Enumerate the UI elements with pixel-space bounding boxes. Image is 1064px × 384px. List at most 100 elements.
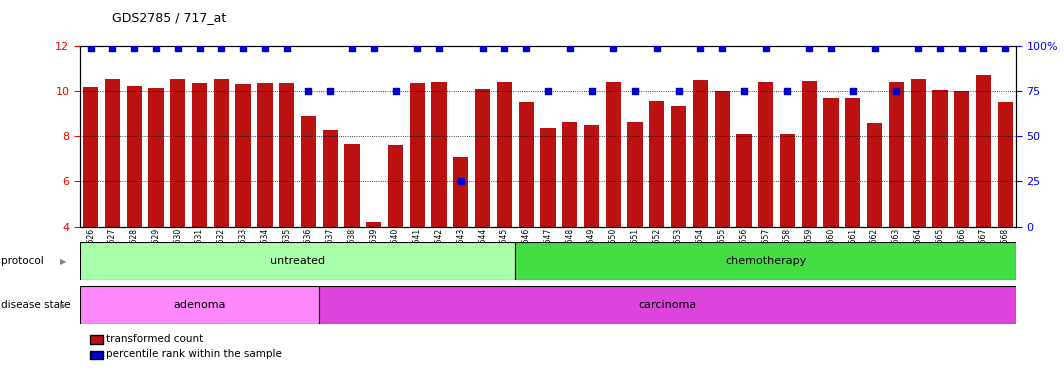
Bar [649,101,664,227]
Bar [235,84,251,227]
Point [779,88,796,94]
Bar [888,82,904,227]
Bar [279,83,295,227]
Bar [932,90,948,227]
Bar [736,134,751,227]
Bar [671,106,686,227]
Bar [80,242,515,280]
Bar [432,82,447,227]
Point [931,45,948,51]
Text: untreated: untreated [270,256,326,266]
Bar [562,122,578,227]
Point [496,45,513,51]
Point [365,45,382,51]
Bar [257,83,272,227]
Point [539,88,556,94]
Bar [105,79,120,227]
Bar [319,286,1016,324]
Point [604,45,621,51]
Point [300,88,317,94]
Bar [475,89,491,227]
Point [561,45,578,51]
Point [431,45,448,51]
Point [148,45,165,51]
Text: percentile rank within the sample: percentile rank within the sample [106,349,282,359]
Bar [148,88,164,227]
Point [953,45,970,51]
Text: ▶: ▶ [60,301,66,310]
Point [583,88,600,94]
Point [866,45,883,51]
Point [452,178,469,185]
Bar [518,103,534,227]
Point [822,45,839,51]
Bar [693,80,708,227]
Bar [824,98,838,227]
Bar [192,83,207,227]
Bar [80,286,319,324]
Point [344,45,361,51]
Bar [605,82,621,227]
Point [801,45,818,51]
Point [648,45,665,51]
Bar [515,242,1016,280]
Point [627,88,644,94]
Text: adenoma: adenoma [173,300,226,310]
Point [126,45,143,51]
Text: disease state: disease state [1,300,70,310]
Point [997,45,1014,51]
Bar [83,87,98,227]
Bar [628,122,643,227]
Bar [801,81,817,227]
Point [321,88,338,94]
Point [518,45,535,51]
Bar [410,83,425,227]
Point [104,45,121,51]
Point [735,88,752,94]
Point [192,45,209,51]
Bar [976,75,991,227]
Point [845,88,862,94]
Bar [345,144,360,227]
Point [278,45,295,51]
Bar [780,134,795,227]
Point [387,88,404,94]
Bar [301,116,316,227]
Bar [911,79,926,227]
Text: carcinoma: carcinoma [638,300,697,310]
Point [975,45,992,51]
Bar [322,129,338,227]
Point [758,45,775,51]
Bar [584,125,599,227]
Text: chemotherapy: chemotherapy [725,256,807,266]
Bar [758,82,774,227]
Text: ▶: ▶ [60,257,66,266]
Bar [497,82,512,227]
Point [910,45,927,51]
Point [409,45,426,51]
Point [256,45,273,51]
Bar [998,103,1013,227]
Bar [954,91,969,227]
Bar [715,91,730,227]
Bar [170,79,185,227]
Text: protocol: protocol [1,256,44,266]
Text: GDS2785 / 717_at: GDS2785 / 717_at [112,12,226,25]
Point [887,88,904,94]
Bar [388,146,403,227]
Bar [867,123,882,227]
Point [714,45,731,51]
Bar [214,79,229,227]
Point [234,45,251,51]
Text: transformed count: transformed count [106,334,203,344]
Point [82,45,99,51]
Point [213,45,230,51]
Bar [453,157,468,227]
Bar [127,86,142,227]
Point [692,45,709,51]
Point [475,45,492,51]
Bar [845,98,861,227]
Point [169,45,186,51]
Bar [366,222,381,227]
Bar [541,128,555,227]
